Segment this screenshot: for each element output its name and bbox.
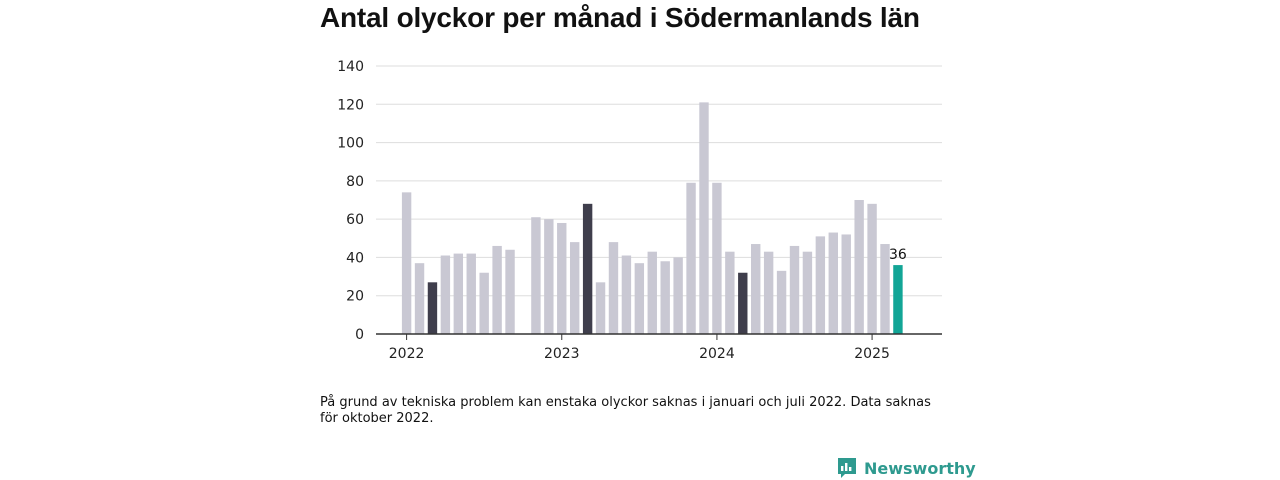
bar-2024-09 [815,236,826,334]
bar-2024-06 [776,270,787,334]
current-value-label: 36 [889,247,907,263]
bar-2022-02 [414,263,425,334]
bars [401,102,903,334]
bar-2022-09 [505,249,515,334]
y-tick-label: 20 [346,289,364,305]
bar-2025-01 [867,203,877,334]
footnote: På grund av tekniska problem kan enstaka… [320,395,931,426]
y-tick-label: 0 [355,327,364,343]
newsworthy-logo-icon [838,458,856,478]
y-tick-label: 40 [346,250,364,266]
bar-2024-10 [828,232,838,334]
x-tick-label: 2023 [544,346,580,362]
bar-2023-07 [634,263,645,334]
y-tick-label: 100 [337,136,364,152]
bar-2024-02 [725,251,735,334]
x-tick-label: 2024 [699,346,735,362]
bar-2022-05 [453,253,464,334]
y-tick-label: 140 [337,59,364,75]
bar-2022-12 [544,219,554,334]
bar-chart: 0 20 40 60 80 100 120 140 2022 2023 2024 2025 36 [337,59,942,362]
x-tick-label: 2025 [854,346,890,362]
bar-2023-12 [699,102,709,334]
bar-2023-03 [582,203,593,334]
bar-2023-01 [557,222,567,334]
bar-2025-03 [893,265,903,334]
bar-2024-03 [738,272,748,334]
brand-logo[interactable]: Newsworthy [836,456,976,480]
bar-2022-06 [466,253,476,334]
bar-2024-01 [712,182,722,334]
y-axis: 0 20 40 60 80 100 120 140 [337,59,364,343]
bar-2022-08 [492,245,502,334]
bar-2024-12 [854,200,864,334]
bar-2022-11 [531,217,541,334]
bar-2024-07 [789,245,800,334]
bar-2022-07 [479,272,489,334]
bar-2024-08 [802,251,813,334]
bar-2023-05 [608,242,619,334]
bar-2023-10 [673,257,683,334]
bar-2025-02 [880,244,890,334]
bar-2023-04 [595,282,606,334]
bar-2023-02 [569,242,580,334]
x-axis: 2022 2023 2024 2025 [376,333,942,362]
bar-2024-05 [763,251,774,334]
bar-2023-08 [647,251,657,334]
bar-2022-01 [401,192,412,334]
y-tick-label: 120 [337,97,364,113]
y-tick-label: 60 [346,212,364,228]
brand-name: Newsworthy [864,458,976,478]
bar-2022-04 [440,255,451,334]
bar-2022-03 [427,282,438,334]
bar-2024-11 [841,234,851,334]
y-tick-label: 80 [346,174,364,190]
x-tick-label: 2022 [389,346,425,362]
bar-2023-06 [621,255,632,334]
bar-2024-04 [751,244,761,334]
data-labels: 36 [889,247,907,263]
bar-2023-11 [686,182,696,334]
bar-2023-09 [660,261,670,334]
chart-title: Antal olyckor per månad i Södermanlands … [320,2,920,33]
